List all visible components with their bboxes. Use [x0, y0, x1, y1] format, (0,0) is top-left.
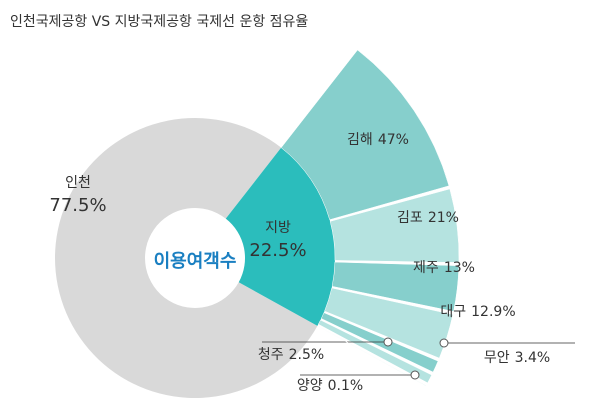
label-name: 청주 [258, 347, 284, 363]
leader-dot [410, 370, 420, 380]
leader-dot [383, 337, 393, 347]
breakdown-label: 대구 12.9% [440, 304, 515, 320]
breakdown-label: 김포 21% [397, 210, 459, 226]
slice-name: 지방 [265, 220, 291, 236]
label-name: 제주 [413, 260, 439, 276]
breakdown-label: 무안 3.4% [484, 350, 550, 366]
breakdown-slice [331, 261, 460, 312]
breakdown-label: 양양 0.1% [297, 378, 363, 394]
label-value: 0.1% [328, 378, 364, 394]
donut-slice [54, 118, 318, 399]
label-name: 김해 [347, 132, 373, 148]
donut-slice [225, 147, 335, 326]
label-value: 13% [444, 260, 475, 276]
label-value: 3.4% [515, 350, 551, 366]
label-name: 대구 [440, 304, 466, 320]
breakdown-slice [317, 325, 427, 387]
center-label: 이용여객수 [154, 251, 237, 272]
label-value: 12.9% [471, 304, 515, 320]
label-name: 양양 [297, 378, 323, 394]
breakdown-slice [324, 287, 454, 359]
slice-value: 77.5% [49, 195, 106, 216]
slice-name: 인천 [65, 175, 91, 191]
slice-value: 22.5% [249, 240, 306, 261]
label-value: 47% [378, 132, 409, 148]
breakdown-label: 김해 47% [347, 132, 409, 148]
label-value: 21% [428, 210, 459, 226]
breakdown-slice [318, 319, 433, 384]
label-value: 2.5% [289, 347, 325, 363]
breakdown-slice [280, 49, 450, 221]
label-name: 무안 [484, 350, 510, 366]
breakdown-label: 제주 13% [413, 260, 475, 276]
chart-title: 인천국제공항 VS 지방국제공항 국제선 운항 점유율 [10, 14, 308, 30]
breakdown-label: 청주 2.5% [258, 347, 324, 363]
leader-dot [439, 338, 449, 348]
label-name: 김포 [397, 210, 423, 226]
breakdown-slice [329, 188, 460, 263]
